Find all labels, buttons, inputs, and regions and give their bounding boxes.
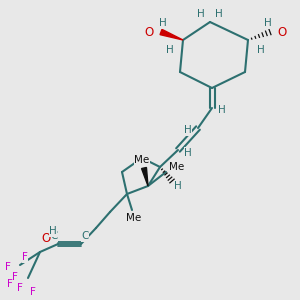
Text: Me: Me xyxy=(126,213,142,223)
Text: C: C xyxy=(81,231,89,241)
Text: O: O xyxy=(277,26,286,40)
Text: O: O xyxy=(41,232,51,244)
Text: H: H xyxy=(197,9,205,19)
Text: Me: Me xyxy=(169,162,184,172)
Text: H: H xyxy=(184,148,192,158)
Polygon shape xyxy=(142,167,148,186)
Text: C: C xyxy=(50,231,58,241)
Text: F: F xyxy=(7,279,13,289)
Text: H: H xyxy=(215,9,223,19)
Text: H: H xyxy=(264,18,272,28)
Text: F: F xyxy=(30,287,36,297)
Polygon shape xyxy=(160,29,183,40)
Text: Me: Me xyxy=(134,155,150,165)
Text: H: H xyxy=(166,45,174,55)
Text: F: F xyxy=(17,283,23,293)
Text: H: H xyxy=(159,18,167,28)
Text: H: H xyxy=(257,45,265,55)
Text: H: H xyxy=(49,226,57,236)
Text: F: F xyxy=(22,252,28,262)
Text: O: O xyxy=(145,26,154,40)
Text: F: F xyxy=(5,262,11,272)
Text: H: H xyxy=(184,125,192,135)
Text: H: H xyxy=(218,105,226,115)
Text: H: H xyxy=(174,181,182,191)
Text: F: F xyxy=(12,272,18,282)
